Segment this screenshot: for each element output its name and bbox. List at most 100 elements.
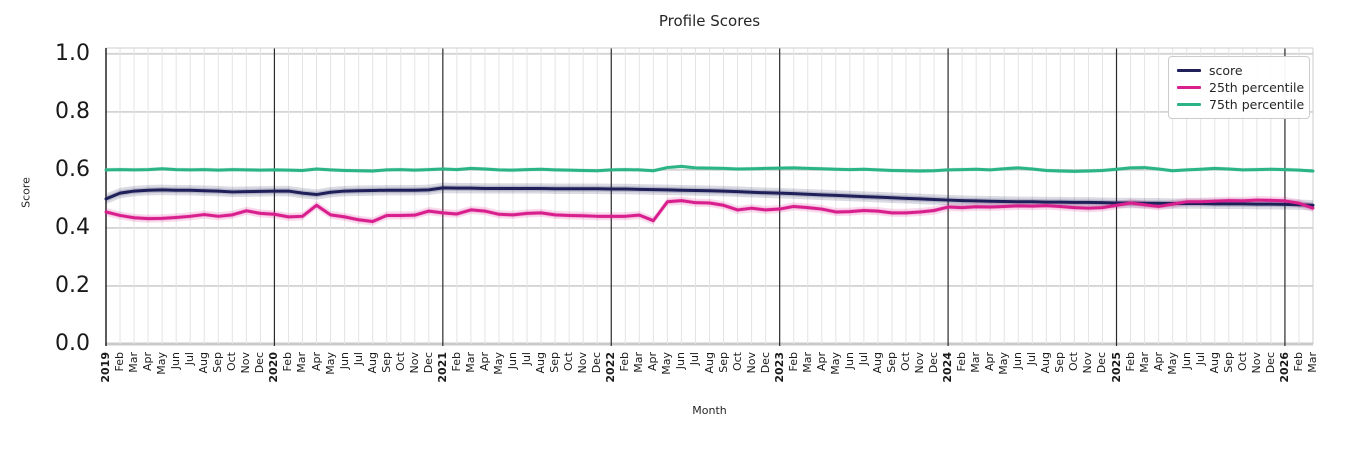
x-tick-label: Feb xyxy=(618,352,632,372)
x-tick-label: Apr xyxy=(141,352,155,372)
x-tick-label: May xyxy=(1165,352,1179,375)
legend-label: 75th percentile xyxy=(1209,97,1305,112)
x-tick-label: Sep xyxy=(548,352,562,373)
x-tick-label: Feb xyxy=(449,352,463,372)
x-tick-label: Jul xyxy=(351,352,365,366)
x-tick-label: Jun xyxy=(337,352,351,370)
x-tick-label: Oct xyxy=(1235,352,1249,372)
legend-swatch-icon xyxy=(1177,103,1201,106)
x-tick-label: Nov xyxy=(407,352,421,374)
x-tick-label: May xyxy=(323,352,337,375)
x-tick-label: 2019 xyxy=(99,352,112,383)
legend-item: score xyxy=(1177,62,1301,79)
x-tick-label: Aug xyxy=(870,352,884,374)
legend-label: score xyxy=(1209,63,1243,78)
y-tick-label: 1.0 xyxy=(55,40,90,66)
x-tick-label: Oct xyxy=(1067,352,1081,372)
x-tick-label: Sep xyxy=(884,352,898,373)
x-tick-label: Apr xyxy=(477,352,491,372)
x-tick-label: Feb xyxy=(955,352,969,372)
x-tick-label: Jul xyxy=(1193,352,1207,366)
x-tick-label: Sep xyxy=(379,352,393,373)
x-tick-label: Nov xyxy=(913,352,927,374)
legend-swatch-icon xyxy=(1177,69,1201,72)
x-tick-label: Oct xyxy=(225,352,239,372)
x-tick-label: Nov xyxy=(1249,352,1263,374)
x-tick-label: Jun xyxy=(674,352,688,370)
x-tick-label: May xyxy=(997,352,1011,375)
x-tick-label: Apr xyxy=(1151,352,1165,372)
x-tick-label: Aug xyxy=(1207,352,1221,374)
legend: score 25th percentile 75th percentile xyxy=(1168,56,1310,119)
x-tick-label: Jul xyxy=(1025,352,1039,366)
x-tick-label: Sep xyxy=(716,352,730,373)
x-tick-label: Jul xyxy=(520,352,534,366)
x-tick-label: Sep xyxy=(1221,352,1235,373)
x-tick-label: Dec xyxy=(1095,352,1109,374)
legend-item: 75th percentile xyxy=(1177,96,1305,113)
x-tick-label: Mar xyxy=(1306,352,1319,373)
x-tick-label: Jul xyxy=(183,352,197,366)
x-tick-label: Aug xyxy=(534,352,548,374)
x-tick-label: Mar xyxy=(632,352,646,373)
x-tick-label: May xyxy=(660,352,674,375)
x-tick-label: 2025 xyxy=(1109,352,1123,383)
x-tick-label: Feb xyxy=(1123,352,1137,372)
x-tick-label: 2021 xyxy=(435,352,449,383)
x-tick-label: Apr xyxy=(646,352,660,372)
x-tick-label: Jun xyxy=(1179,352,1193,370)
x-tick-label: Jun xyxy=(506,352,519,370)
x-tick-label: Oct xyxy=(730,352,744,372)
x-tick-label: Nov xyxy=(576,352,590,374)
x-tick-label: Dec xyxy=(758,352,772,374)
y-tick-label: 0.4 xyxy=(55,214,90,240)
x-tick-label: 2020 xyxy=(267,352,281,383)
x-tick-label: Feb xyxy=(786,352,800,372)
legend-item: 25th percentile xyxy=(1177,79,1304,96)
x-tick-label: Nov xyxy=(239,352,253,374)
x-tick-label: 2023 xyxy=(772,352,786,383)
x-tick-label: Mar xyxy=(1137,352,1151,373)
x-tick-label: May xyxy=(828,352,842,375)
x-tick-label: Sep xyxy=(1053,352,1067,373)
y-tick-label: 0.6 xyxy=(55,156,90,182)
x-tick-label: Aug xyxy=(702,352,716,374)
series-line-score xyxy=(104,186,1315,207)
x-tick-label: Jun xyxy=(1011,352,1025,370)
x-axis-label: Month xyxy=(692,404,727,417)
chart-title: Profile Scores xyxy=(658,12,761,30)
x-tick-label: 2024 xyxy=(941,352,955,383)
x-tick-label: Mar xyxy=(463,352,477,373)
x-tick-label: 2022 xyxy=(604,352,618,383)
series-line-75th-percentile xyxy=(104,164,1315,173)
x-tick-label: 2026 xyxy=(1277,352,1291,383)
x-tick-label: Oct xyxy=(898,352,912,372)
legend-swatch-icon xyxy=(1177,86,1201,89)
x-tick-label: Dec xyxy=(590,352,604,374)
x-tick-label: Dec xyxy=(1263,352,1277,374)
x-tick-label: Jul xyxy=(688,352,702,366)
x-tick-label: Aug xyxy=(365,352,379,374)
x-tick-label: Apr xyxy=(309,352,323,372)
x-tick-label: Aug xyxy=(197,352,211,374)
x-tick-label: Aug xyxy=(1039,352,1053,374)
x-tick-label: May xyxy=(491,352,505,375)
y-tick-label: 0.8 xyxy=(55,98,90,124)
series-band-inner-25th-percentile xyxy=(106,197,1313,224)
x-tick-label: Jun xyxy=(842,352,856,370)
x-tick-label: Mar xyxy=(295,352,309,373)
series-line-25th-percentile xyxy=(104,198,1315,224)
x-tick-label: Jul xyxy=(856,352,870,366)
x-tick-label: Apr xyxy=(983,352,997,372)
x-tick-label: Nov xyxy=(744,352,758,374)
x-tick-label: Dec xyxy=(421,352,435,374)
x-tick-label: Jun xyxy=(169,352,183,370)
x-tick-label: Mar xyxy=(969,352,983,373)
x-tick-label: Oct xyxy=(562,352,576,372)
series-band-25th-percentile xyxy=(106,196,1313,226)
x-tick-label: Feb xyxy=(1291,352,1305,372)
x-tick-label: Feb xyxy=(281,352,295,372)
x-tick-label: Sep xyxy=(211,352,225,373)
